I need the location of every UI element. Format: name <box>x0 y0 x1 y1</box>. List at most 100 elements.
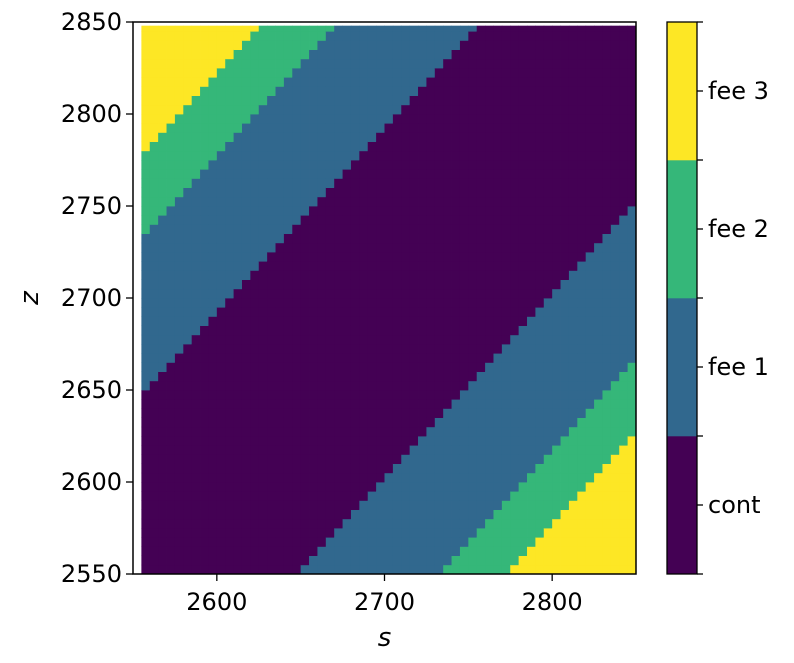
heatmap-cell <box>535 86 545 96</box>
heatmap-cell <box>334 408 343 418</box>
heatmap-cell <box>451 426 461 437</box>
heatmap-cell <box>208 546 218 556</box>
heatmap-cell <box>292 362 302 372</box>
heatmap-cell <box>418 454 427 464</box>
heatmap-cell <box>149 537 159 547</box>
heatmap-cell <box>493 555 503 566</box>
heatmap-cell <box>191 288 201 299</box>
heatmap-cell <box>325 86 335 96</box>
heatmap-cell <box>158 298 167 308</box>
heatmap-cell <box>535 261 545 271</box>
heatmap-cell <box>627 58 637 69</box>
heatmap-cell <box>250 160 260 170</box>
heatmap-cell <box>510 252 520 262</box>
heatmap-cell <box>426 491 436 501</box>
heatmap-cell <box>619 546 629 556</box>
heatmap-cell <box>552 178 561 188</box>
heatmap-cell <box>342 463 352 474</box>
heatmap-cell <box>468 426 478 437</box>
heatmap-cell <box>627 150 637 161</box>
heatmap-cell <box>459 224 469 234</box>
heatmap-cell <box>350 40 360 50</box>
heatmap-cell <box>292 132 302 142</box>
heatmap-cell <box>359 436 369 446</box>
heatmap-cell <box>283 353 293 363</box>
heatmap-cell <box>384 408 394 418</box>
heatmap-cell <box>619 555 629 566</box>
heatmap-cell <box>527 206 536 216</box>
heatmap-cell <box>585 233 595 244</box>
heatmap-cell <box>216 426 226 437</box>
heatmap-cell <box>300 49 310 60</box>
heatmap-cell <box>384 58 394 69</box>
heatmap-cell <box>476 150 486 161</box>
heatmap-cell <box>225 307 234 317</box>
heatmap-cell <box>443 390 452 400</box>
heatmap-cell <box>350 114 360 124</box>
heatmap-cell <box>166 344 176 354</box>
heatmap-cell <box>401 196 411 207</box>
heatmap-cell <box>418 123 427 133</box>
heatmap-cell <box>241 482 251 492</box>
heatmap-cell <box>300 169 310 179</box>
heatmap-cell <box>418 187 427 198</box>
heatmap-cell <box>527 555 536 566</box>
heatmap-cell <box>585 187 595 198</box>
heatmap-cell <box>485 353 494 363</box>
heatmap-cell <box>241 196 251 207</box>
heatmap-cell <box>468 279 478 290</box>
heatmap-cell <box>174 58 184 69</box>
heatmap-cell <box>627 426 637 437</box>
heatmap-cell <box>200 380 209 391</box>
heatmap-cell <box>225 187 234 198</box>
heatmap-cell <box>485 408 494 418</box>
heatmap-cell <box>334 500 343 510</box>
heatmap-cell <box>585 224 595 234</box>
heatmap-cell <box>535 141 545 152</box>
heatmap-cell <box>585 380 595 391</box>
heatmap-cell <box>384 77 394 87</box>
heatmap-cell <box>418 150 427 161</box>
heatmap-cell <box>451 150 461 161</box>
heatmap-cell <box>325 68 335 78</box>
heatmap-cell <box>443 40 452 50</box>
heatmap-cell <box>426 518 436 529</box>
heatmap-cell <box>434 77 444 87</box>
heatmap-cell <box>334 95 343 106</box>
heatmap-cell <box>141 160 151 170</box>
heatmap-cell <box>267 307 276 317</box>
heatmap-cell <box>451 242 461 253</box>
heatmap-cell <box>459 95 469 106</box>
heatmap-cell <box>367 141 377 152</box>
heatmap-cell <box>267 417 276 428</box>
heatmap-cell <box>258 86 268 96</box>
heatmap-cell <box>459 482 469 492</box>
heatmap-cell <box>258 25 268 32</box>
heatmap-cell <box>451 224 461 234</box>
heatmap-cell <box>166 224 176 234</box>
heatmap-cell <box>527 169 536 179</box>
heatmap-cell <box>602 445 612 455</box>
heatmap-cell <box>208 518 218 529</box>
heatmap-cell <box>577 178 587 188</box>
heatmap-cell <box>451 491 461 501</box>
heatmap-cell <box>510 68 520 78</box>
heatmap-cell <box>350 206 360 216</box>
heatmap-cell <box>434 261 444 271</box>
heatmap-cell <box>485 509 494 520</box>
heatmap-cell <box>594 564 603 575</box>
heatmap-cell <box>409 518 419 529</box>
heatmap-cell <box>418 316 427 326</box>
heatmap-cell <box>401 150 411 161</box>
heatmap-cell <box>325 141 335 152</box>
heatmap-cell <box>510 344 520 354</box>
heatmap-cell <box>443 362 452 372</box>
heatmap-cell <box>610 206 620 216</box>
heatmap-cell <box>225 344 234 354</box>
heatmap-cell <box>141 196 151 207</box>
heatmap-cell <box>200 252 209 262</box>
heatmap-cell <box>443 325 452 336</box>
heatmap-cell <box>426 371 436 382</box>
heatmap-cell <box>560 252 570 262</box>
heatmap-cell <box>359 555 369 566</box>
